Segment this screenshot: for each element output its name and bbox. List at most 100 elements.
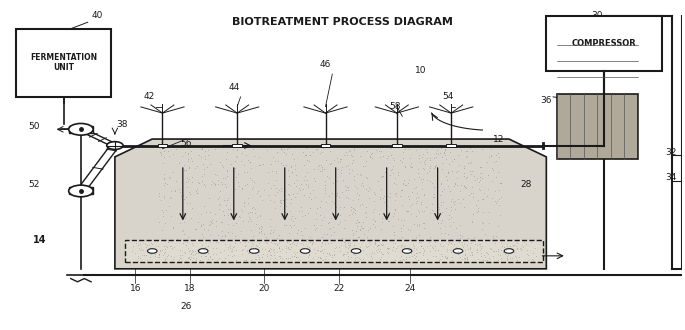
- Circle shape: [68, 123, 93, 135]
- Point: [231, 257, 242, 262]
- Point: [274, 253, 285, 259]
- Point: [321, 174, 332, 179]
- Point: [364, 153, 375, 158]
- Point: [203, 256, 214, 261]
- Point: [297, 214, 308, 219]
- Point: [479, 231, 490, 237]
- Point: [195, 258, 206, 263]
- Point: [468, 243, 479, 248]
- Point: [458, 171, 469, 176]
- Point: [428, 145, 439, 150]
- Point: [332, 222, 343, 227]
- Point: [342, 184, 353, 190]
- Point: [409, 243, 420, 248]
- Point: [168, 169, 179, 175]
- Point: [280, 203, 291, 208]
- Point: [163, 252, 174, 257]
- Point: [229, 241, 240, 246]
- Point: [284, 201, 295, 206]
- Point: [399, 147, 410, 152]
- Point: [358, 163, 369, 169]
- Point: [177, 153, 188, 158]
- Point: [228, 213, 239, 218]
- Point: [262, 181, 273, 186]
- Point: [183, 255, 194, 261]
- Point: [324, 251, 335, 257]
- Point: [479, 240, 490, 246]
- Point: [197, 146, 208, 151]
- Point: [375, 242, 386, 247]
- Point: [299, 153, 310, 158]
- Point: [371, 247, 382, 252]
- Point: [179, 211, 190, 216]
- Point: [348, 157, 359, 162]
- Point: [214, 201, 225, 206]
- Point: [312, 248, 323, 253]
- Point: [454, 200, 465, 206]
- Point: [403, 248, 414, 253]
- Point: [178, 196, 189, 202]
- Point: [271, 185, 282, 190]
- Point: [294, 257, 305, 263]
- Point: [328, 180, 339, 185]
- Point: [282, 192, 293, 197]
- Point: [440, 205, 451, 211]
- Point: [279, 185, 290, 191]
- Point: [200, 242, 211, 247]
- Point: [416, 239, 427, 245]
- Point: [311, 148, 322, 153]
- Point: [184, 257, 195, 262]
- Point: [261, 239, 272, 245]
- Point: [343, 213, 354, 218]
- Point: [418, 151, 429, 157]
- Point: [484, 154, 495, 160]
- Point: [455, 254, 466, 260]
- Point: [177, 192, 188, 197]
- Point: [266, 252, 277, 257]
- Point: [498, 244, 509, 249]
- Point: [453, 239, 464, 244]
- Point: [473, 240, 484, 245]
- Point: [382, 245, 393, 250]
- Point: [407, 253, 418, 258]
- Point: [437, 243, 448, 248]
- Point: [269, 247, 280, 252]
- Point: [329, 230, 340, 235]
- Point: [331, 193, 342, 199]
- Point: [463, 160, 474, 166]
- Point: [155, 197, 166, 203]
- Point: [465, 168, 476, 174]
- Point: [334, 219, 345, 224]
- Point: [216, 234, 227, 239]
- Point: [155, 247, 166, 252]
- Point: [310, 251, 321, 256]
- Point: [501, 257, 512, 263]
- Point: [449, 156, 460, 162]
- Point: [434, 242, 445, 247]
- Point: [500, 245, 511, 250]
- Point: [153, 193, 164, 198]
- Point: [413, 144, 424, 149]
- Point: [166, 243, 177, 248]
- Point: [510, 254, 521, 259]
- Point: [345, 153, 356, 158]
- Point: [415, 244, 426, 249]
- Point: [247, 240, 258, 246]
- Point: [275, 255, 286, 261]
- Point: [341, 163, 352, 168]
- Point: [205, 210, 216, 215]
- Point: [414, 249, 425, 254]
- Point: [238, 258, 249, 263]
- Point: [449, 183, 460, 188]
- Point: [375, 246, 386, 251]
- Point: [390, 181, 401, 186]
- Point: [419, 166, 429, 172]
- Point: [238, 247, 249, 252]
- Point: [377, 195, 388, 201]
- Point: [337, 165, 348, 170]
- Point: [442, 247, 453, 252]
- Point: [325, 232, 336, 237]
- Point: [236, 228, 247, 234]
- Point: [409, 185, 420, 191]
- Point: [315, 169, 326, 174]
